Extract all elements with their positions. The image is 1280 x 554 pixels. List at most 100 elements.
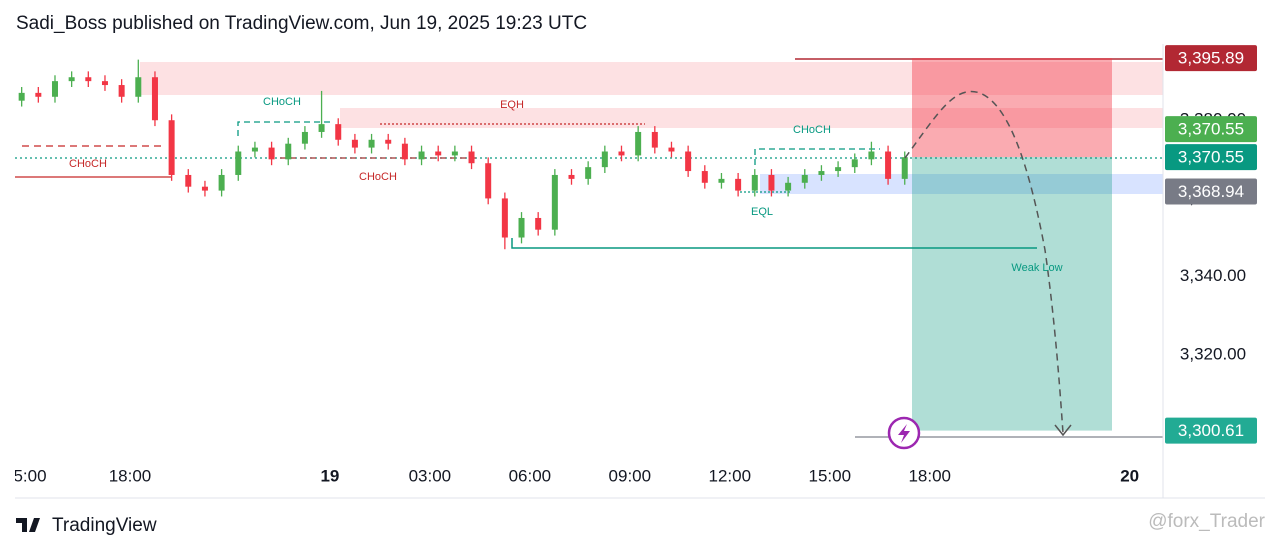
price-tag-label: 3,368.94 (1178, 182, 1244, 201)
price-tag-label: 3,370.55 (1178, 148, 1244, 167)
candle-body (768, 174, 775, 191)
annotation: Weak Low (1011, 262, 1062, 274)
candle-body (718, 178, 725, 183)
price-tag-label: 3,300.61 (1178, 421, 1244, 440)
annotations: CHoCH EQH CHoCH CHoCH CHoCH EQL Weak Low (69, 96, 1063, 274)
annotation: CHoCH (793, 124, 831, 136)
annotation: CHoCH (359, 171, 397, 183)
annotation: CHoCH (69, 158, 107, 170)
candle-body (201, 186, 208, 191)
choch-line (237, 121, 330, 136)
candle-body (385, 139, 392, 144)
candle-body (785, 182, 792, 191)
candle-body (68, 77, 75, 82)
supply-zone (140, 62, 1163, 95)
x-tick-label: 06:00 (509, 466, 552, 485)
annotation: EQH (500, 99, 524, 111)
x-tick-label: 18:00 (109, 466, 152, 485)
candle-body (151, 77, 158, 121)
y-tick-label: 3,340.00 (1180, 266, 1246, 285)
candle-body (635, 131, 642, 156)
chart-title: Sadi_Boss published on TradingView.com, … (16, 13, 587, 34)
candle-body (451, 151, 458, 156)
demand-zone (760, 174, 1163, 194)
candles (18, 59, 908, 250)
reward-box (912, 157, 1112, 431)
axes: 3,380.003,360.003,340.003,320.003,395.89… (15, 44, 1280, 499)
brand-icon (16, 518, 40, 532)
brand-logo: TradingView (16, 515, 157, 536)
candle-body (801, 174, 808, 183)
candle-body (835, 167, 842, 172)
price-tag-label: 3,370.55 (1178, 120, 1244, 139)
candle-body (218, 174, 225, 191)
candle-body (101, 81, 108, 86)
candle-body (135, 77, 142, 97)
candle-body (85, 77, 92, 82)
candle-body (868, 151, 875, 160)
x-tick-label: 12:00 (709, 466, 752, 485)
price-tag (1165, 144, 1257, 171)
candle-body (618, 151, 625, 156)
layers: CHoCH EQH CHoCH CHoCH CHoCH EQL Weak Low… (13, 44, 1280, 499)
x-tick-label: 15:00 (808, 466, 851, 485)
candle-body (51, 81, 58, 97)
choch-line (754, 148, 880, 165)
overlay (887, 58, 1112, 450)
candle-body (468, 151, 475, 164)
candle-body (418, 151, 425, 160)
projection-path (904, 90, 1064, 434)
candle-body (668, 147, 675, 152)
supply-zone (340, 108, 1163, 128)
candle-body (318, 124, 325, 132)
candle-body (735, 178, 742, 191)
candle-body (368, 139, 375, 148)
candle-body (335, 124, 342, 140)
candle-body (485, 163, 492, 199)
candle-body (601, 151, 608, 168)
candle-body (685, 151, 692, 172)
candle-body (251, 147, 258, 152)
x-axis: 5:00 18:00 19 03:00 06:00 09:00 12:00 15:00 18:0… (13, 466, 1139, 485)
candle-body (168, 120, 175, 175)
x-tick-label: 5:00 (13, 466, 46, 485)
price-tag (1165, 417, 1257, 444)
candle-body (435, 151, 442, 156)
candle-body (535, 217, 542, 230)
brand: TradingView (52, 515, 157, 536)
price-tag-label: 3,395.89 (1178, 49, 1244, 68)
candle-body (651, 131, 658, 148)
candle-body (285, 143, 292, 160)
candle-body (518, 217, 525, 238)
price-tag (1165, 45, 1257, 72)
candle-body (751, 174, 758, 191)
x-tick-label: 09:00 (609, 466, 652, 485)
candle-body (18, 92, 25, 101)
alert-bolt (898, 424, 910, 443)
annotation: CHoCH (263, 96, 301, 108)
price-tag (1165, 178, 1257, 205)
candle-body (551, 174, 558, 230)
x-tick-label: 18:00 (908, 466, 951, 485)
zones (15, 58, 1163, 438)
watermark: @forx_Trader (1148, 511, 1265, 532)
candle-body (185, 174, 192, 187)
candle-body (701, 171, 708, 183)
price-tag (1165, 116, 1257, 143)
candle-body (401, 143, 408, 160)
annotation: EQL (751, 206, 773, 218)
candle-body (901, 157, 908, 179)
candle-body (885, 151, 892, 179)
projection-arrow (1054, 424, 1072, 437)
candle-body (35, 92, 42, 97)
candle-body (118, 85, 125, 97)
weak-low-line (511, 238, 1037, 249)
candle-body (235, 151, 242, 175)
risk-box (912, 58, 1112, 158)
candle-body (351, 139, 358, 148)
x-tick-label: 19 (320, 466, 339, 485)
candle-body (585, 167, 592, 179)
x-tick-label: 20 (1120, 466, 1139, 485)
